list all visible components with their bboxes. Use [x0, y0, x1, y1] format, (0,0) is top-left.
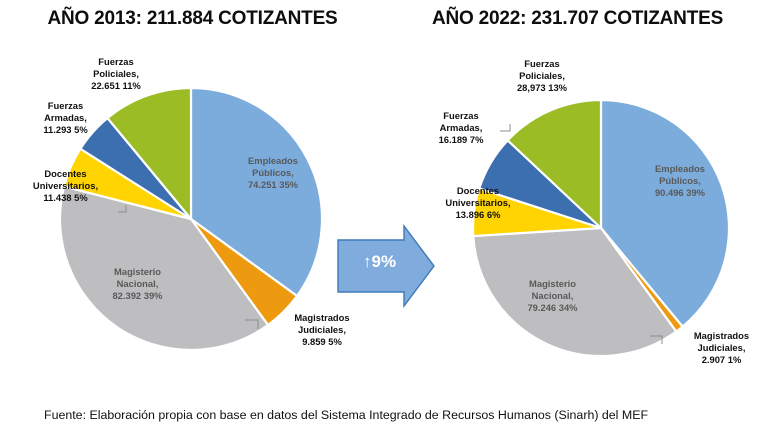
- slice-label-line1: Magistrados: [693, 330, 750, 341]
- slice-label-value: 22.651 11%: [91, 80, 141, 92]
- slice-label-value: 82.392 39%: [112, 290, 163, 302]
- slice-label-magisterio-2013: Magisterio Nacional, 82.392 39%: [85, 266, 190, 303]
- slice-label-magistrados-2013: Magistrados Judiciales, 9.859 5%: [272, 312, 372, 349]
- slice-label-line1: Magisterio: [114, 266, 161, 277]
- leader-lines: [118, 124, 663, 344]
- slice-label-line1: Empleados: [654, 163, 705, 174]
- slice-label-line2: Universitarios,: [445, 197, 511, 209]
- slice-label-armadas-2022: Fuerzas Armadas, 16.189 7%: [412, 110, 510, 147]
- slice-label-magistrados-2022: Magistrados Judiciales, 2.907 1%: [673, 330, 770, 367]
- growth-arrow-shape: [337, 223, 435, 309]
- slice-label-line2: Judiciales,: [298, 324, 346, 336]
- slice-label-value: 79.246 34%: [527, 302, 578, 314]
- slice-label-line1: Fuerzas: [524, 58, 560, 69]
- slice-label-empleados-2013: Empleados Públicos, 74.251 35%: [218, 155, 328, 192]
- slice-label-empleados-2022: Empleados Públicos, 90.496 39%: [625, 163, 735, 200]
- slice-label-docentes-2022: Docentes Universitarios, 13.896 6%: [424, 185, 532, 222]
- slice-label-line1: Fuerzas: [47, 100, 84, 111]
- growth-arrow: [337, 223, 435, 309]
- slice-label-value: 74.251 35%: [247, 179, 299, 191]
- pie-slice-magisterio-nacional-2022[interactable]: [472, 226, 678, 358]
- slice-label-line2: Públicos,: [252, 167, 294, 179]
- slice-label-line2: Nacional,: [116, 278, 159, 290]
- pie-chart-2013: [58, 86, 324, 352]
- slice-label-magisterio-2022: Magisterio Nacional, 79.246 34%: [500, 278, 605, 315]
- leader-line-armadas-2022: [500, 124, 511, 132]
- slice-label-value: 11.293 5%: [43, 124, 88, 136]
- slice-label-line1: Docentes: [456, 185, 500, 196]
- leader-line-magistrados-2013: [245, 319, 259, 329]
- arrow-up-icon: ↑: [363, 252, 372, 271]
- slice-label-line1: Fuerzas: [443, 110, 479, 121]
- slice-label-value: 16.189 7%: [438, 134, 484, 146]
- slice-label-line2: Policiales,: [93, 68, 139, 80]
- leader-line-magistrados-2022: [650, 335, 663, 344]
- slice-label-value: 9.859 5%: [302, 336, 342, 348]
- slice-label-policiales-2022: Fuerzas Policiales, 28,973 13%: [492, 58, 592, 95]
- leader-line-docentes-2013: [118, 205, 127, 213]
- slice-label-line1: Magistrados: [294, 312, 350, 323]
- pie-slice-fuerzas-policiales-2013[interactable]: [106, 86, 193, 221]
- slice-label-docentes-2013: Docentes Universitarios, 11.438 5%: [13, 168, 118, 205]
- slice-label-line1: Magisterio: [529, 278, 576, 289]
- slice-label-line1: Docentes: [44, 168, 87, 179]
- slice-label-armadas-2013: Fuerzas Armadas, 11.293 5%: [18, 100, 113, 137]
- slice-label-policiales-2013: Fuerzas Policiales, 22.651 11%: [66, 56, 166, 93]
- pie-slice-empleados-publicos-2022[interactable]: [599, 98, 731, 328]
- slice-label-line2: Armadas,: [44, 112, 87, 124]
- slice-label-line2: Armadas,: [439, 122, 483, 134]
- slice-label-line2: Policiales,: [519, 70, 565, 82]
- chart-title-2022: AÑO 2022: 231.707 COTIZANTES: [431, 8, 724, 29]
- pie-slice-fuerzas-policiales-2022[interactable]: [506, 98, 603, 230]
- growth-percent: 9%: [371, 252, 397, 271]
- slice-label-value: 28,973 13%: [516, 82, 568, 94]
- slice-label-value: 11.438 5%: [43, 192, 88, 204]
- source-footnote: Fuente: Elaboración propia con base en d…: [44, 408, 649, 422]
- slice-label-line2: Universitarios,: [32, 180, 99, 192]
- slice-label-value: 13.896 6%: [455, 209, 501, 221]
- chart-title-2013: AÑO 2013: 211.884 COTIZANTES: [47, 8, 338, 29]
- pie-slice-magisterio-nacional-2013[interactable]: [58, 185, 270, 352]
- slice-label-line2: Nacional,: [531, 290, 574, 302]
- slice-label-line1: Empleados: [247, 155, 298, 166]
- growth-arrow-label: ↑9%: [363, 252, 396, 272]
- slice-label-value: 2.907 1%: [701, 354, 742, 366]
- slice-label-line2: Públicos,: [659, 175, 701, 187]
- pie-chart-2022: [471, 98, 731, 358]
- slice-label-line1: Fuerzas: [98, 56, 134, 67]
- slice-label-line2: Judiciales,: [697, 342, 746, 354]
- slice-label-value: 90.496 39%: [654, 187, 706, 199]
- pie-slice-empleados-publicos-2013[interactable]: [189, 86, 324, 298]
